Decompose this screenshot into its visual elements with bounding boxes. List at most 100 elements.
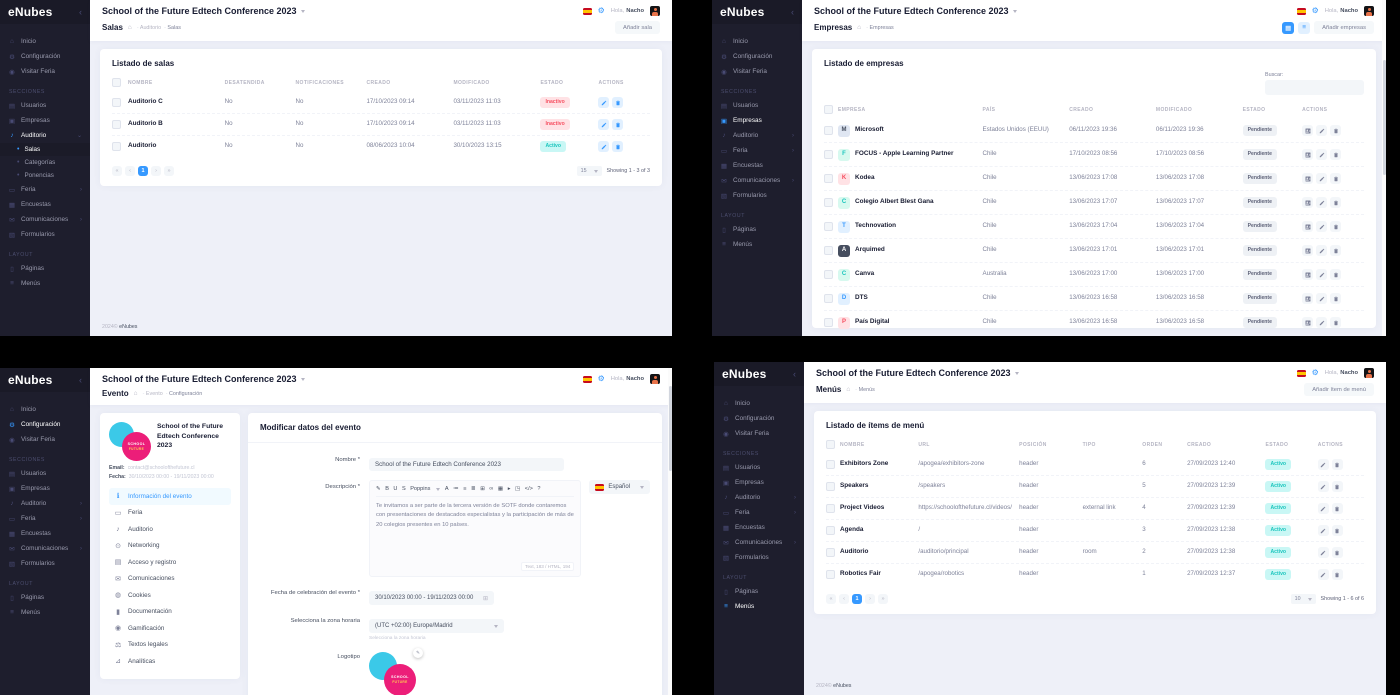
- delete-button[interactable]: [612, 141, 624, 152]
- sidebar-item-row[interactable]: ▣ Empresas: [712, 113, 802, 128]
- edit-button[interactable]: [1316, 197, 1328, 208]
- spain-flag-icon[interactable]: [1296, 7, 1306, 15]
- delete-button[interactable]: [1331, 481, 1343, 492]
- user-avatar[interactable]: [1364, 368, 1374, 378]
- breadcrumb-item[interactable]: Empresas: [866, 25, 893, 31]
- event-config-menu-item[interactable]: ◉ Gamificación: [109, 620, 231, 637]
- sidebar-item-row[interactable]: ▤ Usuarios: [0, 466, 90, 481]
- row-checkbox[interactable]: [826, 569, 835, 579]
- user-avatar[interactable]: [1364, 6, 1374, 16]
- sidebar-item-row[interactable]: ▭ Feria: [714, 505, 804, 520]
- delete-button[interactable]: [1330, 149, 1342, 160]
- settings-gear-icon[interactable]: [1312, 7, 1319, 15]
- delete-button[interactable]: [1331, 569, 1343, 580]
- detail-button[interactable]: [1302, 197, 1314, 208]
- pagination-next[interactable]: ›: [865, 594, 875, 604]
- edit-button[interactable]: [1316, 293, 1328, 304]
- sidebar-item-row[interactable]: ▦ Encuestas: [0, 197, 90, 212]
- select-all-checkbox[interactable]: [826, 440, 835, 449]
- event-title-dropdown[interactable]: School of the Future Edtech Conference 2…: [102, 6, 305, 16]
- event-config-menu-item[interactable]: ⊿ Analíticas: [109, 653, 231, 670]
- event-config-menu-item[interactable]: ⚖ Textos legales: [109, 637, 231, 654]
- settings-gear-icon[interactable]: [1312, 369, 1319, 377]
- sidebar-item-row[interactable]: ▧ Formularios: [0, 556, 90, 571]
- per-page-select[interactable]: 10: [1290, 594, 1316, 604]
- home-icon[interactable]: [846, 386, 850, 393]
- sidebar-item-row[interactable]: ◉ Visitar Feria: [0, 64, 90, 79]
- sidebar-item-row[interactable]: ▭ Feria: [0, 511, 90, 526]
- sidebar-item-row[interactable]: ◉ Visitar Feria: [712, 64, 802, 79]
- event-config-menu-item[interactable]: ◍ Cookies: [109, 587, 231, 604]
- sidebar-collapse-icon[interactable]: [791, 7, 794, 17]
- pagination-next[interactable]: ›: [151, 166, 161, 176]
- edit-button[interactable]: [1316, 221, 1328, 232]
- edit-button[interactable]: [1316, 173, 1328, 184]
- sidebar-item-row[interactable]: ♪ Auditorio: [714, 490, 804, 505]
- pagination-last[interactable]: »: [164, 166, 174, 176]
- event-config-menu-item[interactable]: ▮ Documentación: [109, 604, 231, 621]
- per-page-select[interactable]: 15: [576, 166, 602, 176]
- edit-button[interactable]: [1316, 269, 1328, 280]
- sidebar-item-row[interactable]: ⌂ Inicio: [712, 34, 802, 49]
- delete-button[interactable]: [1331, 525, 1343, 536]
- event-title-dropdown[interactable]: School of the Future Edtech Conference 2…: [102, 374, 305, 384]
- pagination-page[interactable]: 1: [138, 166, 148, 176]
- row-checkbox[interactable]: [824, 221, 833, 231]
- sidebar-item-row[interactable]: ▦ Encuestas: [714, 520, 804, 535]
- row-checkbox[interactable]: [826, 459, 835, 469]
- sidebar-subitem[interactable]: Salas: [0, 143, 90, 156]
- row-checkbox[interactable]: [824, 197, 833, 207]
- home-icon[interactable]: [134, 390, 138, 397]
- edit-button[interactable]: [1317, 525, 1329, 536]
- sidebar-item-row[interactable]: ⚙ Configuración: [714, 411, 804, 426]
- select-all-checkbox[interactable]: [824, 105, 833, 114]
- delete-button[interactable]: [1330, 125, 1342, 136]
- search-input[interactable]: [1265, 80, 1364, 95]
- sidebar-item-row[interactable]: ▭ Feria: [0, 182, 90, 197]
- detail-button[interactable]: [1302, 269, 1314, 280]
- spain-flag-icon[interactable]: [1296, 369, 1306, 377]
- delete-button[interactable]: [1331, 459, 1343, 470]
- edit-button[interactable]: [598, 141, 610, 152]
- description-text[interactable]: Te invitamos a ser parte de la tercera v…: [376, 503, 574, 528]
- settings-gear-icon[interactable]: [598, 7, 605, 15]
- edit-button[interactable]: [1316, 149, 1328, 160]
- event-config-menu-item[interactable]: ▤ Acceso y registro: [109, 554, 231, 571]
- sidebar-collapse-icon[interactable]: [79, 375, 82, 385]
- scrollbar[interactable]: [1382, 0, 1386, 336]
- sidebar-item-row[interactable]: ⚙ Configuración: [0, 417, 90, 432]
- spain-flag-icon[interactable]: [582, 375, 592, 383]
- view-toggle-button[interactable]: ≡: [1298, 21, 1311, 34]
- sidebar-collapse-icon[interactable]: [79, 7, 82, 17]
- add-room-button[interactable]: Añadir sala: [614, 21, 660, 34]
- editor-toolbar-button[interactable]: </>: [524, 486, 533, 492]
- language-select[interactable]: Español: [589, 480, 650, 494]
- breadcrumb-item[interactable]: Configuración: [166, 391, 202, 397]
- breadcrumb-item[interactable]: Salas: [164, 25, 181, 31]
- editor-toolbar-button[interactable]: B: [385, 486, 389, 492]
- sidebar-item-row[interactable]: ⚙ Configuración: [712, 49, 802, 64]
- detail-button[interactable]: [1302, 173, 1314, 184]
- detail-button[interactable]: [1302, 317, 1314, 328]
- sidebar-item-row[interactable]: ▯ Páginas: [714, 584, 804, 599]
- sidebar-item-row[interactable]: ⌂ Inicio: [0, 402, 90, 417]
- detail-button[interactable]: [1302, 149, 1314, 160]
- pagination-page[interactable]: 1: [852, 594, 862, 604]
- sidebar-item-row[interactable]: ▯ Páginas: [0, 590, 90, 605]
- sidebar-item-row[interactable]: ♪ Auditorio: [0, 128, 90, 143]
- event-config-menu-item[interactable]: ℹ Información del evento: [109, 488, 231, 505]
- add-company-button[interactable]: Añadir empresas: [1314, 21, 1374, 34]
- event-config-menu-item[interactable]: ⊙ Networking: [109, 538, 231, 555]
- row-checkbox[interactable]: [112, 119, 121, 129]
- sidebar-item-row[interactable]: ▧ Formularios: [714, 550, 804, 565]
- sidebar-item-row[interactable]: ⌂ Inicio: [0, 34, 90, 49]
- sidebar-subitem[interactable]: Categorías: [0, 156, 90, 169]
- delete-button[interactable]: [1330, 173, 1342, 184]
- sidebar-item-row[interactable]: ✉ Comunicaciones: [0, 212, 90, 227]
- add-menu-item-button[interactable]: Añadir ítem de menú: [1304, 383, 1374, 396]
- editor-toolbar-button[interactable]: ≣: [471, 486, 476, 492]
- row-checkbox[interactable]: [824, 173, 833, 183]
- sidebar-item-row[interactable]: ▤ Usuarios: [0, 98, 90, 113]
- sidebar-collapse-icon[interactable]: [793, 369, 796, 379]
- edit-button[interactable]: [1317, 481, 1329, 492]
